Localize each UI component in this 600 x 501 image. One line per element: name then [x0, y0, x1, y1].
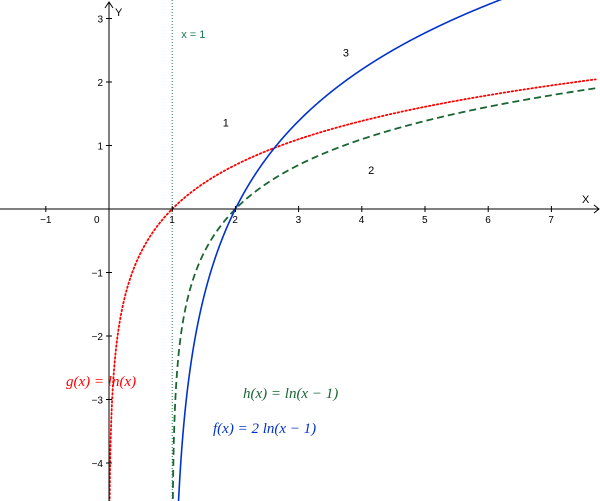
- y-tick-label: 3: [97, 15, 103, 26]
- y-tick-label: −4: [92, 459, 104, 470]
- x-tick-label: 7: [548, 215, 554, 226]
- x-tick-label: 6: [485, 215, 491, 226]
- x-tick-label: 5: [422, 215, 428, 226]
- x-tick-label: 1: [169, 215, 175, 226]
- y-axis-name: Y: [115, 7, 123, 19]
- x-tick-label: 3: [296, 215, 302, 226]
- curve-g: [108, 78, 597, 501]
- y-axis-arrow: [104, 1, 114, 9]
- origin-label: 0: [94, 215, 100, 226]
- y-tick-label: 1: [97, 142, 103, 153]
- curve-f: [177, 0, 503, 501]
- asymptote-label: x = 1: [181, 29, 205, 41]
- y-tick-label: 2: [97, 78, 103, 89]
- curve-number-f: 3: [343, 48, 349, 60]
- x-tick-label: 2: [232, 215, 238, 226]
- x-tick-label: −1: [40, 215, 52, 226]
- curve-h: [171, 87, 596, 501]
- curve-number-h: 2: [368, 165, 374, 177]
- curve-number-g: 1: [223, 117, 229, 129]
- y-tick-label: −3: [92, 396, 104, 407]
- x-axis-arrow: [593, 204, 600, 214]
- equation-f: f(x) = 2 ln(x − 1): [213, 421, 316, 437]
- ticks-layer: −1 1 2 3 4 5 6 7 3 2 1 −1 −2 −3 −4: [40, 15, 554, 471]
- y-tick-label: −2: [92, 332, 104, 343]
- y-tick-label: −1: [92, 269, 104, 280]
- x-axis-name: X: [582, 194, 590, 206]
- curves-layer: [108, 0, 597, 501]
- equation-h: h(x) = ln(x − 1): [243, 386, 338, 402]
- x-tick-label: 4: [359, 215, 365, 226]
- equation-g: g(x) = ln(x): [66, 374, 136, 390]
